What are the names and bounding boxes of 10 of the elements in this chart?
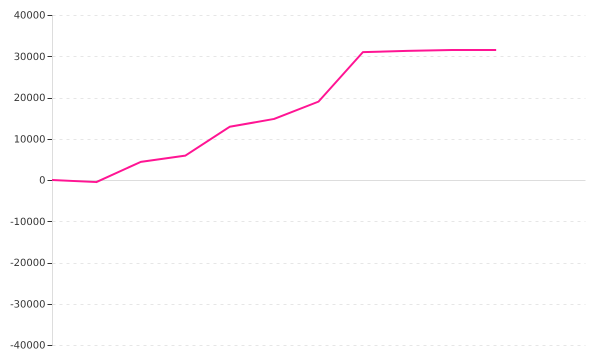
y-tick-label: 40000 — [14, 10, 46, 22]
y-tick-label: 10000 — [14, 134, 46, 146]
y-tick-label: 20000 — [14, 93, 46, 104]
y-tick-label: -40000 — [10, 340, 46, 352]
y-tick-label: -30000 — [10, 299, 46, 310]
y-tick-label: -10000 — [10, 216, 46, 228]
y-tick-label: -20000 — [10, 258, 46, 269]
y-tick-label: 30000 — [14, 52, 46, 63]
y-tick-label: 0 — [39, 176, 46, 186]
line-series — [51, 49, 498, 184]
